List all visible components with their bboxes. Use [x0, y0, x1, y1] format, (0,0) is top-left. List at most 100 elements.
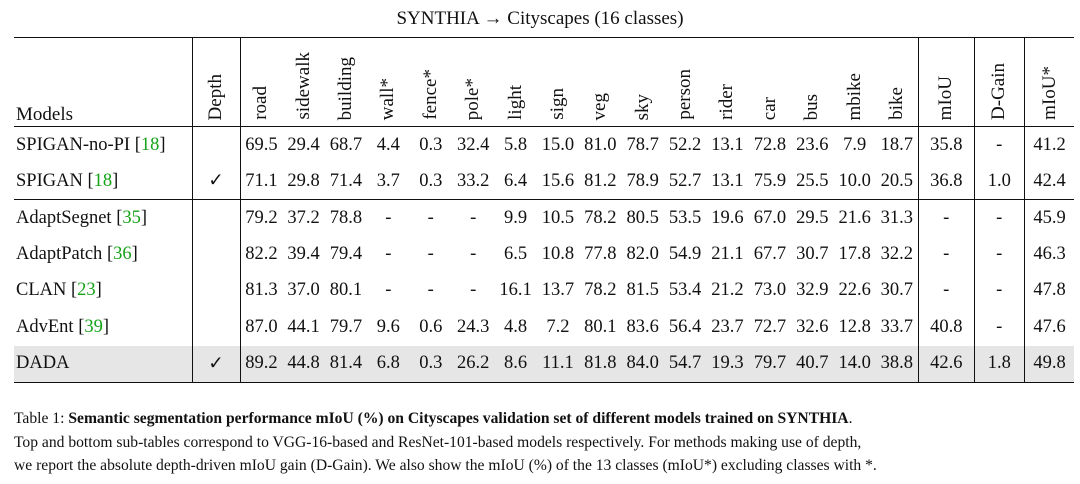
value-cell-bike: 30.7 — [880, 280, 913, 301]
value-cell-veg: 81.8 — [579, 345, 622, 383]
value-cell-sign: 10.5 — [541, 207, 575, 228]
model-name: AdvEnt — [16, 316, 74, 337]
value-cell-bike: 33.7 — [880, 316, 913, 337]
depth-check-cell — [191, 199, 240, 236]
model-name: CLAN — [16, 280, 67, 301]
value-cell-road: 87.0 — [239, 309, 283, 346]
class-header-light: light — [494, 38, 536, 127]
dgain-cell: 1.8 — [973, 345, 1025, 383]
value-cell-sign: 13.7 — [541, 280, 575, 301]
miou13-cell: 49.8 — [1023, 345, 1075, 383]
value-cell-sidewalk: 39.4 — [287, 243, 320, 264]
citation-link[interactable]: 36 — [113, 243, 132, 264]
value-cell-bus: 23.6 — [796, 134, 829, 155]
value-cell-sign: 15.6 — [536, 163, 580, 200]
citation-link[interactable]: 39 — [84, 316, 103, 337]
depth-check-cell — [191, 309, 240, 346]
class-header-building: building — [325, 38, 367, 127]
value-cell-rider: 23.7 — [711, 316, 744, 337]
value-cell-sky: 83.6 — [626, 316, 659, 337]
value-cell-building: 78.8 — [329, 207, 363, 228]
value-cell-fence-star: 0.3 — [409, 163, 452, 200]
model-name-cell: SPIGAN [18] — [14, 163, 192, 200]
dgain-cell: - — [973, 309, 1025, 346]
value-cell-pole-star: - — [470, 243, 477, 264]
value-cell-mbike: 17.8 — [838, 243, 871, 264]
value-cell-wall-star: 4.4 — [376, 134, 400, 155]
dgain-header-label: D-Gain — [988, 63, 1010, 120]
class-header-wall-star-label: wall* — [377, 77, 399, 120]
dgain-header: D-Gain — [973, 37, 1025, 127]
model-name: SPIGAN — [16, 170, 83, 191]
value-cell-bike: 32.2 — [880, 243, 913, 264]
class-header-bus-label: bus — [801, 93, 823, 120]
value-cell-sign: 10.8 — [541, 243, 575, 264]
value-cell-car: 67.7 — [753, 243, 787, 264]
miou-cell: 42.6 — [917, 345, 975, 383]
models-header: Models — [16, 104, 73, 125]
table-row: DADA ✓ 89.2 44.8 81.4 6.8 0.3 26.2 8.6 11.1 81.8 84… — [14, 345, 1075, 383]
caption-line-2: Top and bottom sub-tables correspond to … — [14, 433, 862, 451]
value-cell-veg: 78.2 — [584, 207, 617, 228]
value-cell-bus: 30.7 — [796, 243, 829, 264]
miou13-header: mIoU* — [1023, 37, 1075, 127]
table-body: SPIGAN-no-PI [18] 69.5 29.4 68.7 4.4 0.3 32.4 5… — [14, 126, 1075, 383]
citation-link[interactable]: 18 — [140, 134, 160, 155]
value-cell-veg: 77.8 — [584, 243, 617, 264]
table-row: SPIGAN-no-PI [18] 69.5 29.4 68.7 4.4 0.3 32.4 5… — [14, 126, 1075, 163]
class-header-bus: bus — [791, 38, 833, 127]
citation-link[interactable]: 18 — [93, 170, 113, 191]
table-row: AdaptSegnet [35] 79.2 37.2 78.8- - -9.9 10.5 78… — [14, 199, 1075, 236]
class-header-pole-star-label: pole* — [462, 77, 484, 120]
value-cell-person: 56.4 — [668, 316, 702, 337]
value-cell-wall-star: 9.6 — [376, 316, 400, 337]
value-cell-light: 5.8 — [503, 134, 528, 155]
value-cell-bike: 31.3 — [880, 207, 913, 228]
value-cell-sign: 15.0 — [541, 134, 575, 155]
table-title: SYNTHIA → Cityscapes (16 classes) — [396, 8, 684, 29]
model-name: SPIGAN-no-PI — [16, 134, 131, 155]
value-cell-building: 79.4 — [329, 243, 363, 264]
value-cell-wall-star: 6.8 — [367, 345, 410, 383]
class-header-fence-star-label: fence* — [419, 69, 441, 120]
value-cell-wall-star: - — [385, 280, 392, 301]
value-cell-mbike: 7.9 — [843, 134, 867, 155]
class-header-mbike-label: mbike — [843, 72, 865, 121]
model-name: DADA — [16, 353, 70, 373]
miou-cell: 36.8 — [917, 163, 975, 200]
miou13-cell: 41.2 — [1023, 126, 1075, 163]
value-cell-fence-star: - — [427, 280, 434, 301]
value-cell-road: 69.5 — [239, 126, 283, 163]
value-cell-mbike: 10.0 — [833, 163, 876, 200]
value-cell-fence-star: 0.6 — [419, 316, 443, 337]
value-cell-wall-star: - — [385, 207, 392, 228]
miou13-cell: 45.9 — [1023, 199, 1075, 236]
value-cell-fence-star: 0.3 — [419, 134, 443, 155]
table-row: AdaptPatch [36] 82.2 39.4 79.4- - -6.5 10.8 77.… — [14, 236, 1075, 273]
class-header-building-label: building — [334, 56, 356, 120]
value-cell-building: 71.4 — [324, 163, 368, 200]
value-cell-bike: 18.7 — [880, 134, 913, 155]
class-header-fence-star: fence* — [410, 38, 452, 127]
citation-link[interactable]: 23 — [77, 280, 96, 301]
value-cell-road: 89.2 — [239, 345, 283, 383]
value-cell-veg: 81.0 — [584, 134, 617, 155]
value-cell-wall-star: 3.7 — [367, 163, 410, 200]
class-header-road: road — [239, 37, 283, 127]
value-cell-mbike: 12.8 — [838, 316, 871, 337]
miou13-cell: 46.3 — [1023, 236, 1075, 273]
depth-check-cell — [191, 272, 240, 309]
caption-bold-end: . — [848, 410, 853, 427]
class-header-rider-label: rider — [716, 84, 738, 120]
value-cell-fence-star: 0.3 — [409, 345, 452, 383]
value-cell-pole-star: 33.2 — [451, 163, 495, 200]
value-cell-sign: 11.1 — [536, 345, 580, 383]
dgain-cell: - — [973, 126, 1025, 163]
depth-check-cell: ✓ — [191, 163, 240, 200]
citation-link[interactable]: 35 — [122, 207, 141, 228]
value-cell-sidewalk: 37.0 — [287, 280, 320, 301]
value-cell-sky: 81.5 — [626, 280, 659, 301]
value-cell-rider: 19.6 — [711, 207, 744, 228]
value-cell-road: 79.2 — [239, 199, 283, 236]
class-header-mbike: mbike — [833, 38, 875, 127]
